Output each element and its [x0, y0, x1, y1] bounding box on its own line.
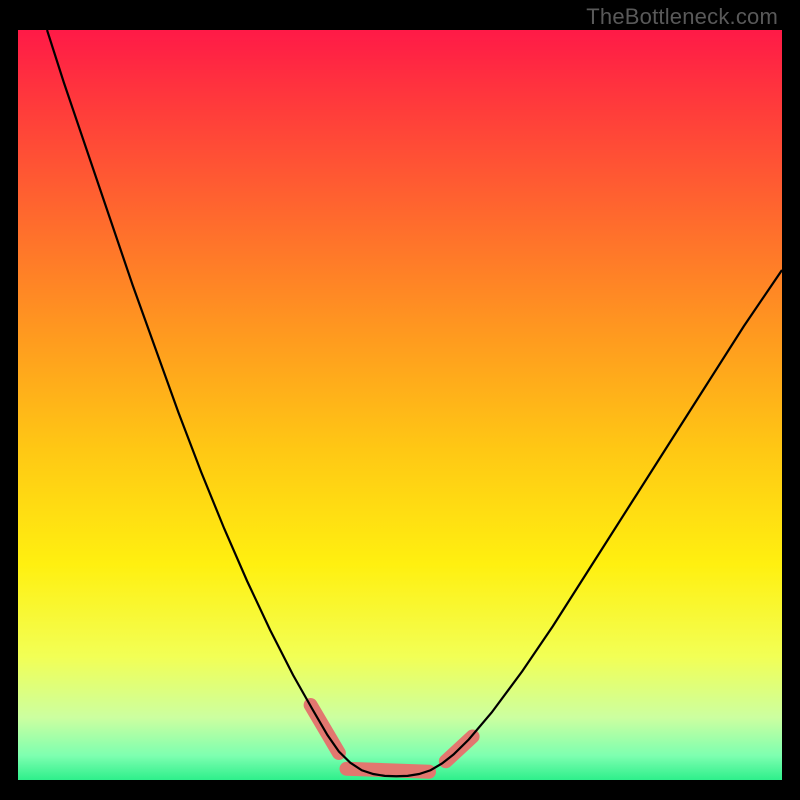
plot-area [18, 30, 782, 780]
watermark-text: TheBottleneck.com [586, 4, 778, 30]
gradient-background [18, 30, 782, 780]
